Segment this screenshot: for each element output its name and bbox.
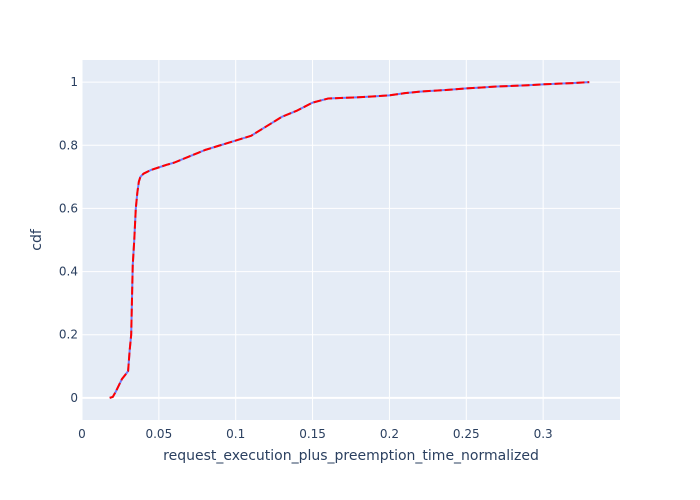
plot-area bbox=[82, 60, 620, 420]
y-tick-label: 0.4 bbox=[59, 265, 78, 279]
y-tick-label: 0.2 bbox=[59, 328, 78, 342]
cdf-series-line-2 bbox=[109, 81, 590, 399]
x-tick-label: 0.1 bbox=[226, 427, 245, 441]
x-tick-label: 0.2 bbox=[380, 427, 399, 441]
x-tick-label: 0.05 bbox=[145, 427, 172, 441]
data-series bbox=[109, 81, 590, 399]
y-tick-label: 0.8 bbox=[59, 138, 78, 152]
x-tick-label: 0.25 bbox=[453, 427, 480, 441]
y-tick-label: 1 bbox=[70, 75, 78, 89]
x-tick-label: 0.15 bbox=[299, 427, 326, 441]
x-tick-label: 0.3 bbox=[534, 427, 553, 441]
y-tick-label: 0 bbox=[70, 391, 78, 405]
y-axis-title: cdf bbox=[29, 228, 45, 251]
grid-lines bbox=[81, 60, 620, 420]
x-tick-label: 0 bbox=[78, 427, 86, 441]
tick-labels: 0 0.05 0.1 0.15 0.2 0.25 0.3 0 0.2 0.4 0.6 0.8 1 bbox=[59, 75, 553, 441]
y-tick-label: 0.6 bbox=[59, 201, 78, 215]
x-axis-title: request_execution_plus_preemption_time_n… bbox=[163, 448, 539, 464]
